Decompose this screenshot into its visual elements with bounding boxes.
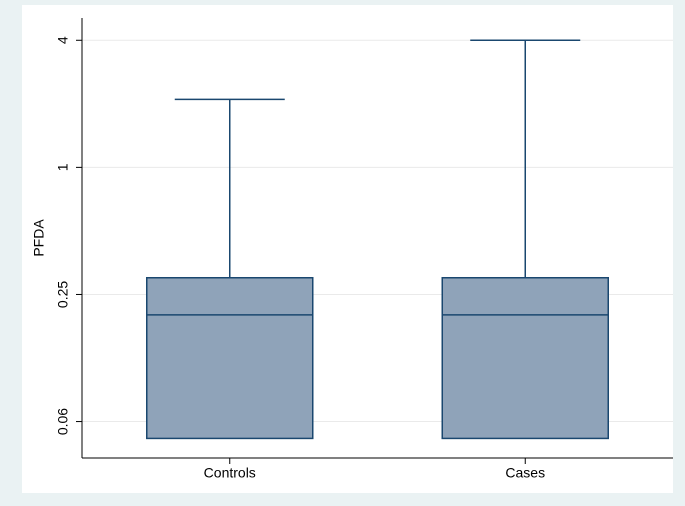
box [146, 276, 314, 440]
y-tick-label: 1 [55, 163, 71, 171]
y-tick-label: 0.25 [55, 281, 71, 308]
y-tick-label: 0.06 [55, 408, 71, 435]
y-axis-label: PFDA [31, 219, 47, 257]
x-tick-label: Cases [505, 465, 545, 481]
box [441, 276, 609, 440]
x-tick-label: Controls [204, 465, 256, 481]
y-tick-label: 4 [55, 36, 71, 44]
